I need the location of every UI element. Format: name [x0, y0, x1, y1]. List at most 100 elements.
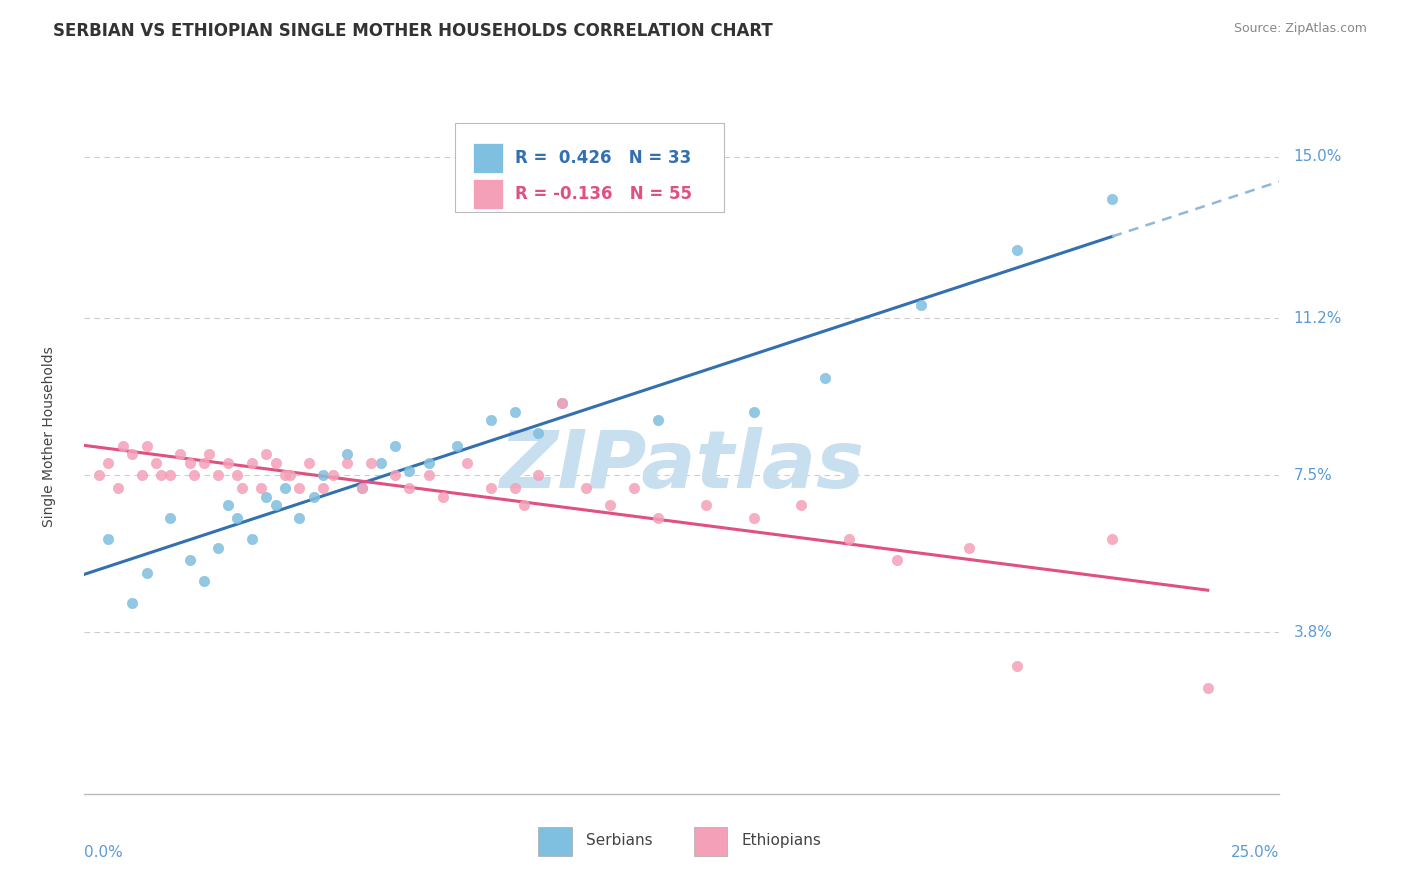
Point	[121, 447, 143, 461]
Point	[240, 532, 263, 546]
Point	[169, 447, 191, 461]
Text: 3.8%: 3.8%	[1294, 625, 1333, 640]
Point	[254, 447, 277, 461]
Point	[226, 510, 249, 524]
Point	[217, 498, 239, 512]
Point	[503, 404, 526, 418]
Point	[121, 596, 143, 610]
Point	[360, 456, 382, 470]
Point	[1197, 681, 1219, 695]
Point	[207, 468, 229, 483]
Point	[647, 413, 669, 427]
Point	[274, 481, 297, 495]
Point	[193, 456, 215, 470]
Point	[790, 498, 813, 512]
Point	[87, 468, 110, 483]
Point	[288, 481, 311, 495]
Text: 15.0%: 15.0%	[1294, 149, 1343, 164]
Point	[145, 456, 167, 470]
Point	[298, 456, 321, 470]
Text: Serbians: Serbians	[586, 833, 652, 847]
Point	[131, 468, 153, 483]
FancyBboxPatch shape	[456, 123, 724, 212]
Text: Ethiopians: Ethiopians	[742, 833, 821, 847]
Point	[183, 468, 205, 483]
Point	[370, 456, 392, 470]
Point	[503, 481, 526, 495]
Point	[398, 464, 420, 478]
Point	[398, 481, 420, 495]
Point	[742, 510, 765, 524]
Point	[527, 425, 550, 440]
Text: 0.0%: 0.0%	[84, 845, 124, 860]
Point	[302, 490, 325, 504]
Point	[513, 498, 536, 512]
Point	[179, 456, 201, 470]
Point	[264, 456, 287, 470]
Point	[312, 481, 335, 495]
Point	[240, 456, 263, 470]
Point	[418, 468, 440, 483]
Point	[197, 447, 219, 461]
Point	[135, 566, 157, 580]
Point	[1101, 532, 1123, 546]
Point	[384, 468, 406, 483]
Point	[250, 481, 273, 495]
Point	[527, 468, 550, 483]
Text: 25.0%: 25.0%	[1232, 845, 1279, 860]
Point	[159, 468, 181, 483]
Point	[107, 481, 129, 495]
Point	[231, 481, 253, 495]
FancyBboxPatch shape	[695, 828, 727, 856]
Point	[135, 439, 157, 453]
Point	[350, 481, 373, 495]
Point	[886, 553, 908, 567]
Point	[149, 468, 172, 483]
Point	[179, 553, 201, 567]
Point	[479, 413, 502, 427]
Point	[432, 490, 454, 504]
Point	[742, 404, 765, 418]
FancyBboxPatch shape	[538, 828, 572, 856]
Point	[97, 456, 120, 470]
Text: Source: ZipAtlas.com: Source: ZipAtlas.com	[1233, 22, 1367, 36]
Point	[111, 439, 134, 453]
Point	[814, 370, 837, 384]
Point	[1101, 192, 1123, 206]
Point	[384, 439, 406, 453]
Point	[456, 456, 478, 470]
Point	[336, 447, 359, 461]
Point	[288, 510, 311, 524]
Point	[312, 468, 335, 483]
Point	[479, 481, 502, 495]
Text: ZIPatlas: ZIPatlas	[499, 426, 865, 505]
Point	[274, 468, 297, 483]
Point	[264, 498, 287, 512]
Point	[278, 468, 301, 483]
Point	[623, 481, 645, 495]
Point	[159, 510, 181, 524]
Point	[217, 456, 239, 470]
Point	[193, 574, 215, 589]
Point	[551, 396, 574, 410]
FancyBboxPatch shape	[472, 143, 503, 173]
Point	[838, 532, 860, 546]
Point	[957, 541, 980, 555]
Point	[336, 456, 359, 470]
Point	[695, 498, 717, 512]
Point	[207, 541, 229, 555]
Text: 11.2%: 11.2%	[1294, 310, 1343, 326]
Point	[1005, 659, 1028, 673]
Point	[418, 456, 440, 470]
FancyBboxPatch shape	[472, 179, 503, 209]
Point	[1005, 243, 1028, 257]
Point	[254, 490, 277, 504]
Point	[647, 510, 669, 524]
Point	[226, 468, 249, 483]
Point	[446, 439, 468, 453]
Point	[599, 498, 621, 512]
Text: 7.5%: 7.5%	[1294, 467, 1333, 483]
Point	[551, 396, 574, 410]
Point	[910, 298, 932, 312]
Text: R = -0.136   N = 55: R = -0.136 N = 55	[515, 185, 692, 203]
